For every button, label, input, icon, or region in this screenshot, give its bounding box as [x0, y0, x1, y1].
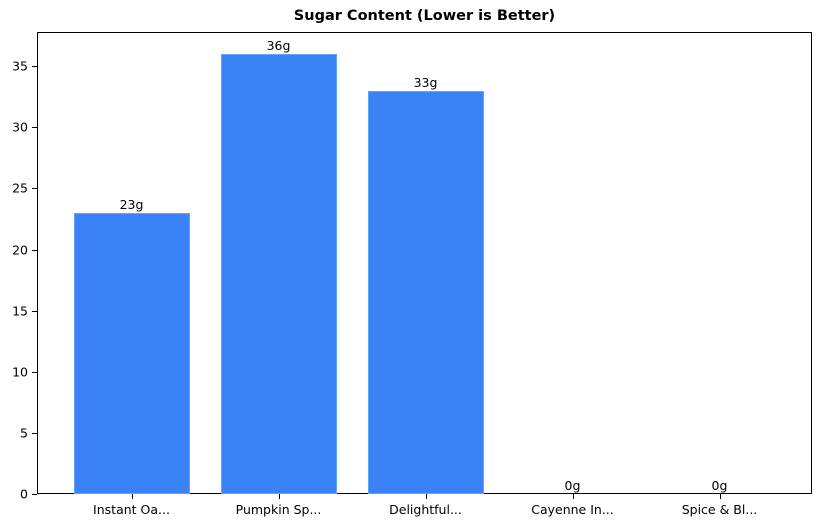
x-tick: [131, 494, 133, 499]
bar-value-label: 36g: [266, 38, 291, 53]
y-tick-label: 15: [12, 303, 28, 319]
y-tick-label: 25: [12, 180, 28, 196]
bar-value-label: 23g: [119, 196, 144, 212]
x-tick-label: Cayenne In...: [531, 502, 614, 517]
y-tick-label: 30: [12, 119, 28, 135]
x-tick-label: Pumpkin Sp...: [235, 502, 322, 517]
y-tick: [32, 188, 37, 190]
x-tick: [572, 494, 574, 499]
y-tick: [32, 127, 37, 129]
y-tick-label: 5: [20, 425, 28, 441]
x-tick: [719, 494, 721, 499]
y-tick: [32, 310, 37, 312]
bar-value-label: 33g: [413, 74, 438, 90]
y-tick: [32, 494, 37, 495]
y-tick: [32, 249, 37, 251]
x-tick-label: Instant Oa...: [93, 502, 170, 517]
y-tick-label: 0: [20, 486, 28, 502]
bar-value-label: 0g: [711, 478, 728, 493]
y-tick: [32, 371, 37, 373]
y-tick-label: 20: [12, 242, 28, 258]
x-tick: [278, 494, 280, 499]
y-tick-label: 35: [12, 58, 28, 74]
x-tick-label: Spice & Bl...: [681, 502, 758, 517]
x-tick-label: Delightful...: [389, 502, 462, 517]
y-tick: [32, 432, 37, 434]
bar-value-label: 0g: [564, 478, 581, 493]
bar: [220, 54, 337, 494]
x-tick: [425, 494, 427, 499]
chart-title: Sugar Content (Lower is Better): [293, 8, 556, 24]
bar: [73, 212, 190, 494]
y-tick: [32, 66, 37, 68]
bar: [367, 90, 484, 494]
y-tick-label: 10: [12, 364, 28, 380]
